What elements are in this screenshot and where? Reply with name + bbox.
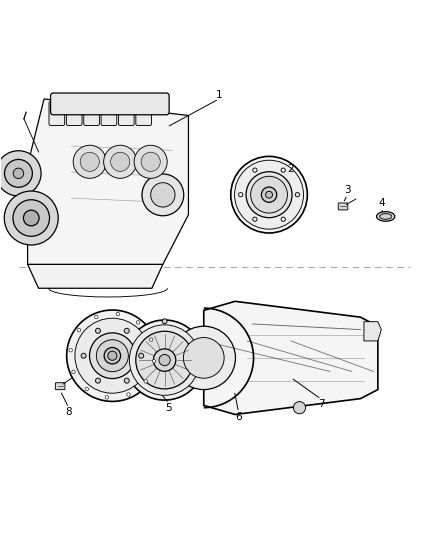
FancyBboxPatch shape — [84, 97, 99, 125]
Polygon shape — [28, 99, 188, 264]
Circle shape — [231, 156, 307, 233]
Text: 3: 3 — [344, 185, 351, 195]
Circle shape — [151, 183, 175, 207]
Circle shape — [4, 191, 58, 245]
Circle shape — [95, 328, 100, 333]
FancyBboxPatch shape — [49, 101, 65, 125]
FancyBboxPatch shape — [101, 97, 117, 125]
Circle shape — [239, 192, 243, 197]
Circle shape — [104, 348, 120, 364]
Polygon shape — [364, 322, 381, 341]
Circle shape — [89, 333, 135, 378]
Circle shape — [129, 325, 200, 395]
Circle shape — [149, 338, 153, 341]
Circle shape — [142, 174, 184, 216]
Circle shape — [105, 395, 109, 399]
FancyBboxPatch shape — [118, 99, 134, 125]
Circle shape — [127, 393, 130, 397]
Circle shape — [281, 168, 285, 172]
Text: 8: 8 — [66, 407, 72, 417]
Ellipse shape — [380, 214, 392, 219]
Circle shape — [162, 319, 167, 324]
Circle shape — [251, 176, 287, 213]
FancyBboxPatch shape — [55, 383, 65, 390]
Circle shape — [85, 387, 88, 391]
Circle shape — [265, 191, 272, 198]
Circle shape — [136, 331, 194, 389]
Circle shape — [134, 146, 167, 179]
Circle shape — [108, 351, 117, 360]
Circle shape — [124, 378, 129, 383]
Text: 4: 4 — [379, 198, 385, 208]
Polygon shape — [28, 264, 163, 288]
Circle shape — [144, 379, 148, 383]
Circle shape — [235, 160, 304, 229]
Circle shape — [261, 187, 277, 203]
FancyBboxPatch shape — [50, 93, 169, 115]
Polygon shape — [204, 301, 378, 415]
Circle shape — [75, 318, 150, 393]
Ellipse shape — [377, 212, 395, 221]
Circle shape — [139, 353, 144, 358]
FancyBboxPatch shape — [67, 99, 82, 125]
Circle shape — [73, 146, 106, 179]
Circle shape — [172, 326, 236, 390]
Circle shape — [72, 370, 75, 374]
Text: 7: 7 — [318, 399, 325, 409]
Text: 1: 1 — [215, 90, 223, 100]
Circle shape — [67, 310, 158, 401]
Circle shape — [246, 172, 292, 217]
Circle shape — [153, 349, 176, 372]
Circle shape — [111, 152, 130, 172]
Circle shape — [96, 340, 128, 372]
Circle shape — [77, 328, 81, 332]
Circle shape — [81, 353, 86, 358]
Circle shape — [124, 320, 205, 400]
Circle shape — [253, 217, 257, 221]
FancyBboxPatch shape — [136, 101, 152, 125]
Circle shape — [95, 378, 100, 383]
Text: 5: 5 — [166, 403, 172, 413]
Circle shape — [95, 315, 98, 319]
Circle shape — [152, 359, 156, 363]
Circle shape — [293, 401, 306, 414]
Circle shape — [295, 192, 300, 197]
Circle shape — [136, 321, 140, 324]
Circle shape — [0, 151, 41, 196]
Circle shape — [80, 152, 99, 172]
Text: 6: 6 — [235, 411, 242, 422]
Text: 2: 2 — [287, 164, 294, 174]
Circle shape — [13, 200, 49, 236]
Circle shape — [159, 354, 170, 366]
Circle shape — [141, 152, 160, 172]
Circle shape — [124, 328, 129, 333]
Circle shape — [23, 210, 39, 226]
Circle shape — [184, 337, 224, 378]
Circle shape — [69, 349, 72, 352]
Circle shape — [13, 168, 24, 179]
Circle shape — [253, 168, 257, 172]
FancyBboxPatch shape — [338, 203, 348, 210]
Circle shape — [104, 146, 137, 179]
Circle shape — [281, 217, 285, 221]
Circle shape — [4, 159, 32, 187]
Circle shape — [116, 312, 120, 316]
